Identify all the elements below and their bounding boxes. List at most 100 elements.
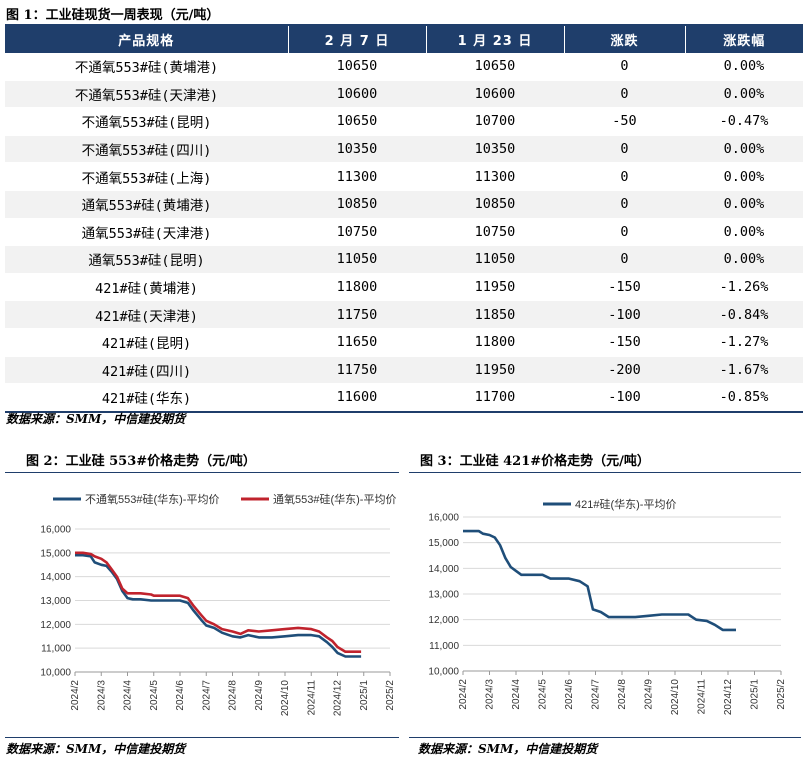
y-tick-label: 10,000	[40, 668, 71, 679]
cell-change-pct: 0.00%	[685, 190, 803, 219]
cell-product: 不通氧553#硅(上海)	[5, 162, 288, 191]
cell-change-pct: 0.00%	[685, 245, 803, 274]
cell-feb7: 11600	[288, 383, 426, 413]
legend-label-1: 不通氧553#硅(华东)-平均价	[85, 492, 219, 506]
y-tick-label: 14,000	[40, 572, 71, 583]
x-tick-label: 2024/3	[96, 680, 107, 711]
fig3-chart-svg: 10,000 11,000 12,000 13,000 14,000 15,000 16,0…	[428, 497, 787, 716]
x-tick-label: 2025/2	[385, 680, 396, 711]
cell-change: -50	[564, 107, 685, 136]
x-tick-label: 2024/12	[333, 680, 344, 717]
cell-change: 0	[564, 218, 685, 247]
cell-change: 0	[564, 53, 685, 81]
cell-change: -100	[564, 300, 685, 329]
cell-change: 0	[564, 162, 685, 191]
table-body: 不通氧553#硅(黄埔港) 10650 10650 0 0.00% 不通氧553#硅(天津…	[5, 53, 803, 413]
cell-feb7: 10350	[288, 135, 426, 164]
cell-product: 421#硅(华东)	[5, 383, 288, 413]
cell-product: 421#硅(昆明)	[5, 328, 288, 357]
cell-change-pct: -1.67%	[685, 356, 803, 385]
cell-jan23: 11800	[426, 328, 564, 357]
table-row: 421#硅(华东) 11600 11700 -100 -0.85%	[5, 383, 803, 413]
col-header-change-pct: 涨跌幅	[685, 26, 803, 53]
cell-change-pct: -0.85%	[685, 383, 803, 413]
table-row: 不通氧553#硅(昆明) 10650 10700 -50 -0.47%	[5, 107, 803, 136]
table-row: 不通氧553#硅(上海) 11300 11300 0 0.00%	[5, 162, 803, 191]
cell-product: 通氧553#硅(黄埔港)	[5, 190, 288, 219]
cell-change: 0	[564, 80, 685, 109]
fig3-source: 数据来源：SMM，中信建投期货	[418, 742, 598, 756]
cell-feb7: 10600	[288, 80, 426, 109]
cell-change: -100	[564, 383, 685, 413]
fig2-title-rule	[5, 472, 399, 473]
x-tick-label: 2024/10	[280, 680, 291, 717]
x-tick-label: 2024/5	[538, 679, 549, 710]
x-tick-label: 2024/11	[306, 680, 317, 716]
fig2-title: 图 2：工业硅 553#价格走势（元/吨）	[26, 454, 256, 469]
x-tick-label: 2024/3	[485, 679, 496, 710]
y-tick-label: 16,000	[40, 525, 71, 536]
cell-product: 不通氧553#硅(天津港)	[5, 80, 288, 109]
cell-feb7: 11650	[288, 328, 426, 357]
cell-jan23: 10650	[426, 53, 564, 81]
table-header-row: 产品规格 2 月 7 日 1 月 23 日 涨跌 涨跌幅	[5, 26, 803, 53]
cell-jan23: 11300	[426, 162, 564, 191]
cell-feb7: 10850	[288, 190, 426, 219]
table-row: 不通氧553#硅(黄埔港) 10650 10650 0 0.00%	[5, 53, 803, 81]
y-tick-label: 15,000	[428, 538, 459, 549]
cell-change: -150	[564, 273, 685, 302]
cell-jan23: 11850	[426, 300, 564, 329]
cell-product: 通氧553#硅(昆明)	[5, 245, 288, 274]
cell-product: 不通氧553#硅(昆明)	[5, 107, 288, 136]
y-tick-label: 13,000	[40, 596, 71, 607]
cell-product: 通氧553#硅(天津港)	[5, 218, 288, 247]
y-tick-label: 15,000	[40, 548, 71, 559]
fig3-title: 图 3：工业硅 421#价格走势（元/吨）	[420, 454, 650, 469]
series-line-1	[463, 529, 736, 632]
cell-change-pct: -1.27%	[685, 328, 803, 357]
x-tick-label: 2024/4	[123, 680, 134, 711]
x-tick-label: 2025/2	[776, 679, 787, 710]
legend-label-1: 421#硅(华东)-平均价	[575, 497, 676, 511]
cell-change-pct: -0.47%	[685, 107, 803, 136]
cell-jan23: 11050	[426, 245, 564, 274]
x-tick-label: 2024/2	[70, 680, 81, 711]
spot-price-table: 产品规格 2 月 7 日 1 月 23 日 涨跌 涨跌幅 不通氧553#硅(黄埔…	[5, 26, 803, 413]
cell-jan23: 10350	[426, 135, 564, 164]
x-tick-label: 2025/1	[359, 680, 370, 711]
fig1-title-rule	[5, 24, 803, 26]
cell-change-pct: 0.00%	[685, 162, 803, 191]
col-header-product: 产品规格	[5, 26, 289, 53]
x-tick-label: 2024/5	[149, 680, 160, 711]
cell-feb7: 10650	[288, 53, 426, 81]
x-tick-label: 2024/12	[723, 679, 734, 716]
x-tick-label: 2024/9	[254, 680, 265, 711]
cell-change-pct: 0.00%	[685, 80, 803, 109]
x-tick-label: 2024/6	[564, 679, 575, 710]
x-tick-label: 2025/1	[750, 679, 761, 710]
x-tick-label: 2024/8	[228, 680, 239, 711]
y-tick-label: 16,000	[428, 513, 459, 524]
col-header-jan23: 1 月 23 日	[426, 26, 565, 53]
cell-jan23: 10600	[426, 80, 564, 109]
table-row: 421#硅(天津港) 11750 11850 -100 -0.84%	[5, 300, 803, 329]
x-tick-label: 2024/10	[670, 679, 681, 716]
x-tick-label: 2024/11	[697, 679, 708, 715]
cell-jan23: 11950	[426, 356, 564, 385]
fig3-title-rule	[409, 472, 801, 473]
cell-change: 0	[564, 190, 685, 219]
y-tick-label: 10,000	[428, 667, 459, 678]
table-row: 421#硅(四川) 11750 11950 -200 -1.67%	[5, 356, 803, 385]
legend-label-2: 通氧553#硅(华东)-平均价	[273, 492, 396, 506]
fig2-chart: 10,000 11,000 12,000 13,000 14,000 15,000 16,0…	[5, 476, 399, 738]
cell-feb7: 11300	[288, 162, 426, 191]
cell-product: 421#硅(黄埔港)	[5, 273, 288, 302]
cell-change: 0	[564, 245, 685, 274]
cell-jan23: 10850	[426, 190, 564, 219]
cell-jan23: 11700	[426, 383, 564, 413]
col-header-change: 涨跌	[564, 26, 686, 53]
fig3-bottom-rule	[409, 737, 801, 738]
cell-feb7: 11750	[288, 356, 426, 385]
table-row: 通氧553#硅(昆明) 11050 11050 0 0.00%	[5, 245, 803, 274]
x-tick-label: 2024/7	[201, 680, 212, 711]
